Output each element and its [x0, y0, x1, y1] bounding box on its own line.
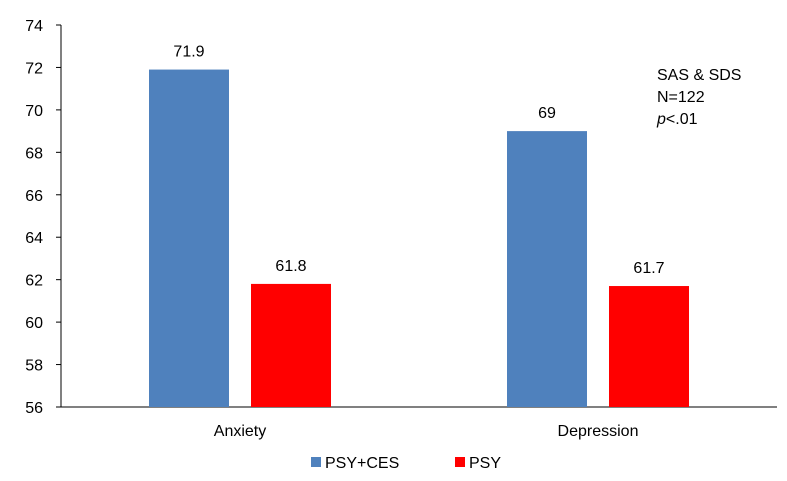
category-label-anxiety: Anxiety	[214, 423, 266, 440]
y-tick-label: 66	[25, 188, 43, 205]
data-label: 61.7	[633, 260, 664, 277]
y-tick-label: 70	[25, 103, 43, 120]
y-axis-tick-labels: 56 58 60 62 64 66 68 70 72 74	[25, 18, 61, 417]
annotation-p-value: <.01	[666, 111, 698, 128]
y-tick-label: 64	[25, 230, 43, 247]
y-tick-label: 74	[25, 18, 43, 35]
bar-series	[149, 69, 689, 408]
y-tick-label: 58	[25, 358, 43, 375]
y-tick-label: 72	[25, 60, 43, 77]
legend-label: PSY	[469, 455, 501, 472]
bar-psy-ces-anxiety	[149, 69, 229, 408]
annotation-p-italic: p	[656, 111, 666, 128]
y-tick-label: 60	[25, 315, 43, 332]
y-tick-label: 56	[25, 400, 43, 417]
data-label: 71.9	[173, 44, 204, 61]
legend-label: PSY+CES	[325, 455, 399, 472]
category-label-depression: Depression	[558, 423, 639, 440]
y-tick-label: 68	[25, 145, 43, 162]
legend: PSY+CES PSY	[311, 455, 501, 472]
data-label: 69	[538, 105, 556, 122]
data-label: 61.8	[275, 258, 306, 275]
legend-swatch	[455, 457, 465, 467]
annotation-line-3: p<.01	[656, 111, 698, 128]
data-labels: 71.9 61.8 69 61.7	[173, 44, 664, 277]
bar-psy-ces-depression	[507, 131, 587, 407]
y-tick-label: 62	[25, 273, 43, 290]
bar-psy-depression	[609, 286, 689, 407]
annotation-line-2: N=122	[657, 89, 705, 106]
annotation-line-1: SAS & SDS	[657, 67, 741, 84]
bar-psy-anxiety	[251, 283, 331, 407]
legend-swatch	[311, 457, 321, 467]
category-labels: Anxiety Depression	[214, 423, 639, 440]
